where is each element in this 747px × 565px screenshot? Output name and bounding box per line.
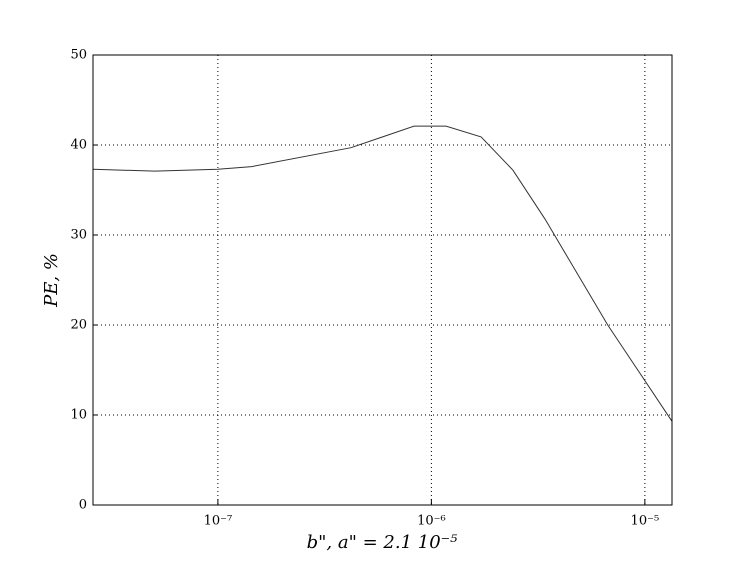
line: [92, 125, 673, 422]
y-tick-label: 0: [79, 498, 87, 513]
y-axis-label: PE, %: [41, 253, 62, 308]
x-tick-label: 10⁻⁶: [417, 514, 446, 529]
plot-frame: [92, 54, 673, 506]
x-tick-label: 10⁻⁵: [631, 514, 660, 529]
y-tick-label: 50: [70, 48, 87, 63]
y-tick-label: 10: [70, 408, 87, 423]
y-tick-label: 30: [70, 228, 87, 243]
x-axis-label: b", a" = 2.1 10⁻⁵: [307, 532, 458, 553]
x-tick-label: 10⁻⁷: [204, 514, 233, 529]
y-tick-label: 40: [70, 138, 87, 153]
y-tick-label: 20: [70, 318, 87, 333]
